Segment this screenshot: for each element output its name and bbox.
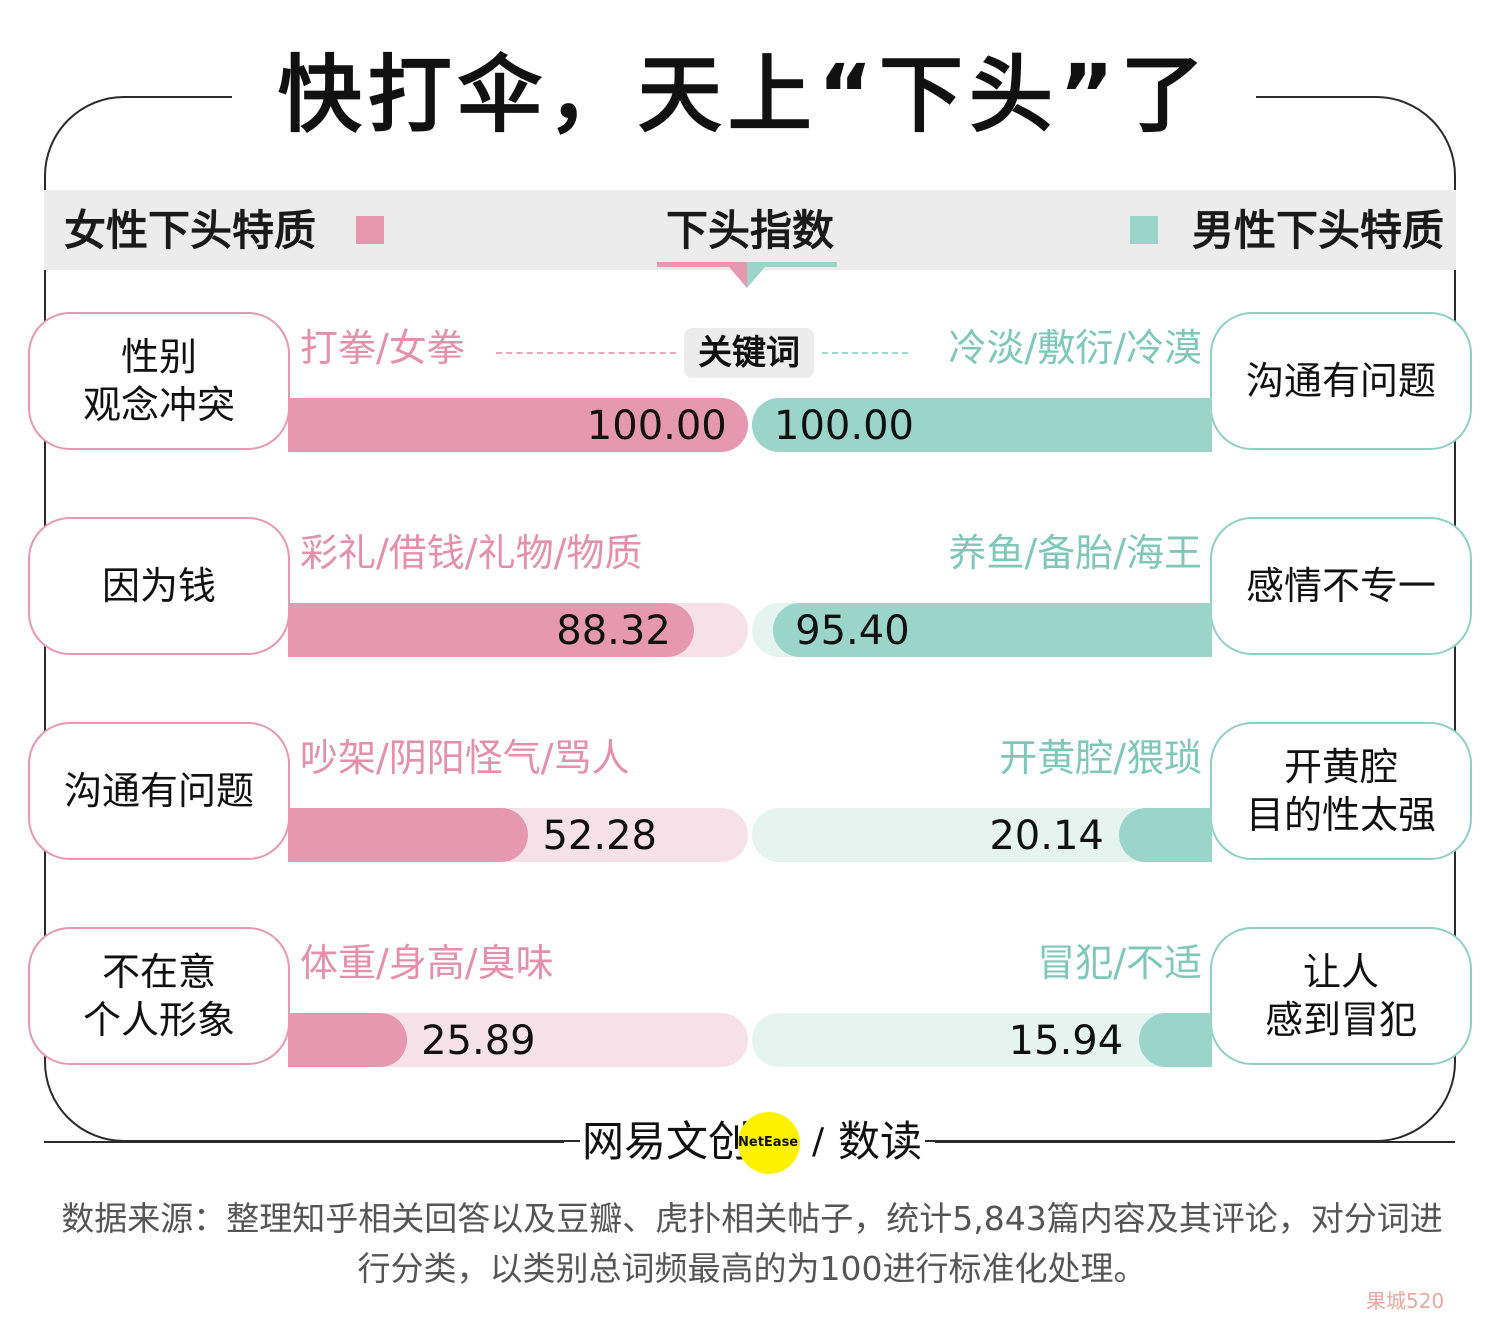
page-title: 快打伞，天上“下头”了 [277, 46, 1211, 144]
male-legend-swatch [1130, 216, 1158, 244]
female-keywords: 彩礼/借钱/礼物/物质 [300, 531, 643, 575]
watermark: 果城520 [1366, 1289, 1445, 1313]
male-legend-label: 男性下头特质 [1191, 206, 1444, 255]
female-value-label: 25.89 [421, 1018, 536, 1064]
data-source-note: 数据来源：整理知乎相关回答以及豆瓣、虎扑相关帖子，统计5,843篇内容及其评论，… [61, 1199, 1443, 1288]
title-mask [232, 40, 1256, 150]
female-bar [288, 398, 748, 452]
male-keywords: 开黄腔/猥琐 [999, 736, 1202, 780]
male-category-label: 沟通有问题 [1210, 312, 1472, 450]
female-bar-track [288, 603, 748, 657]
male-value-label: 20.14 [989, 813, 1104, 859]
brand-slash: / [812, 1121, 825, 1162]
male-bar-track [752, 808, 1212, 862]
brand-badge-text: NetEase [738, 1135, 799, 1150]
female-category-label: 性别 观念冲突 [28, 312, 290, 450]
male-keyword-leader [822, 352, 908, 354]
footer-line-right [935, 1141, 1455, 1143]
male-bar-track [752, 603, 1212, 657]
male-keywords: 冒犯/不适 [1037, 941, 1202, 985]
male-bar [773, 603, 1212, 657]
male-bar-track [752, 1013, 1212, 1067]
female-value-label: 100.00 [586, 403, 727, 449]
female-keyword-leader [496, 352, 676, 354]
female-legend-swatch [356, 216, 384, 244]
female-bar [288, 603, 695, 657]
female-keywords: 打拳/女拳 [300, 326, 465, 370]
brand-badge-circle [738, 1112, 800, 1174]
brand-netease-text: 网易文创 [582, 1117, 751, 1166]
chart-row: 性别 观念冲突 沟通有问题 打拳/女拳 冷淡/敷衍/冷漠 100.00 100.00 关键词 [0, 302, 1500, 462]
male-value-label: 95.40 [795, 608, 910, 654]
female-legend-label: 女性下头特质 [64, 206, 317, 255]
index-header-label: 下头指数 [665, 206, 834, 255]
female-bar-track [288, 398, 748, 452]
female-category-label: 沟通有问题 [28, 722, 290, 860]
footer-line-left [44, 1141, 564, 1143]
female-keywords: 体重/身高/臭味 [300, 941, 554, 985]
male-bar [1138, 1013, 1212, 1067]
female-bar [288, 808, 529, 862]
male-value-label: 100.00 [774, 403, 914, 449]
keyword-header-pill: 关键词 [684, 328, 814, 378]
female-bar-track [288, 808, 748, 862]
brand-shudu-text: 数读 [838, 1117, 923, 1166]
male-category-label: 感情不专一 [1210, 517, 1472, 655]
female-value-label: 52.28 [542, 813, 657, 859]
male-category-label: 让人 感到冒犯 [1210, 927, 1472, 1065]
male-bar [1119, 808, 1212, 862]
index-pointer-icon [657, 262, 837, 288]
male-bar-track [752, 398, 1212, 452]
female-keywords: 吵架/阴阳怪气/骂人 [300, 736, 630, 780]
header-band [44, 190, 1456, 270]
male-value-label: 15.94 [1008, 1018, 1124, 1064]
female-bar [288, 1013, 408, 1067]
chart-row: 不在意 个人形象 让人 感到冒犯 体重/身高/臭味 冒犯/不适 25.89 15.94 [0, 917, 1500, 1077]
female-bar-track [288, 1013, 748, 1067]
chart-row: 因为钱 感情不专一 彩礼/借钱/礼物/物质 养鱼/备胎/海王 88.32 95.40 [0, 507, 1500, 667]
male-category-label: 开黄腔 目的性太强 [1210, 722, 1472, 860]
male-bar [752, 398, 1212, 452]
male-keywords: 养鱼/备胎/海王 [948, 531, 1202, 575]
female-category-label: 因为钱 [28, 517, 290, 655]
female-category-label: 不在意 个人形象 [28, 927, 290, 1065]
male-keywords: 冷淡/敷衍/冷漠 [948, 326, 1202, 370]
female-value-label: 88.32 [556, 608, 671, 654]
chart-row: 沟通有问题 开黄腔 目的性太强 吵架/阴阳怪气/骂人 开黄腔/猥琐 52.28 20.14 [0, 712, 1500, 872]
